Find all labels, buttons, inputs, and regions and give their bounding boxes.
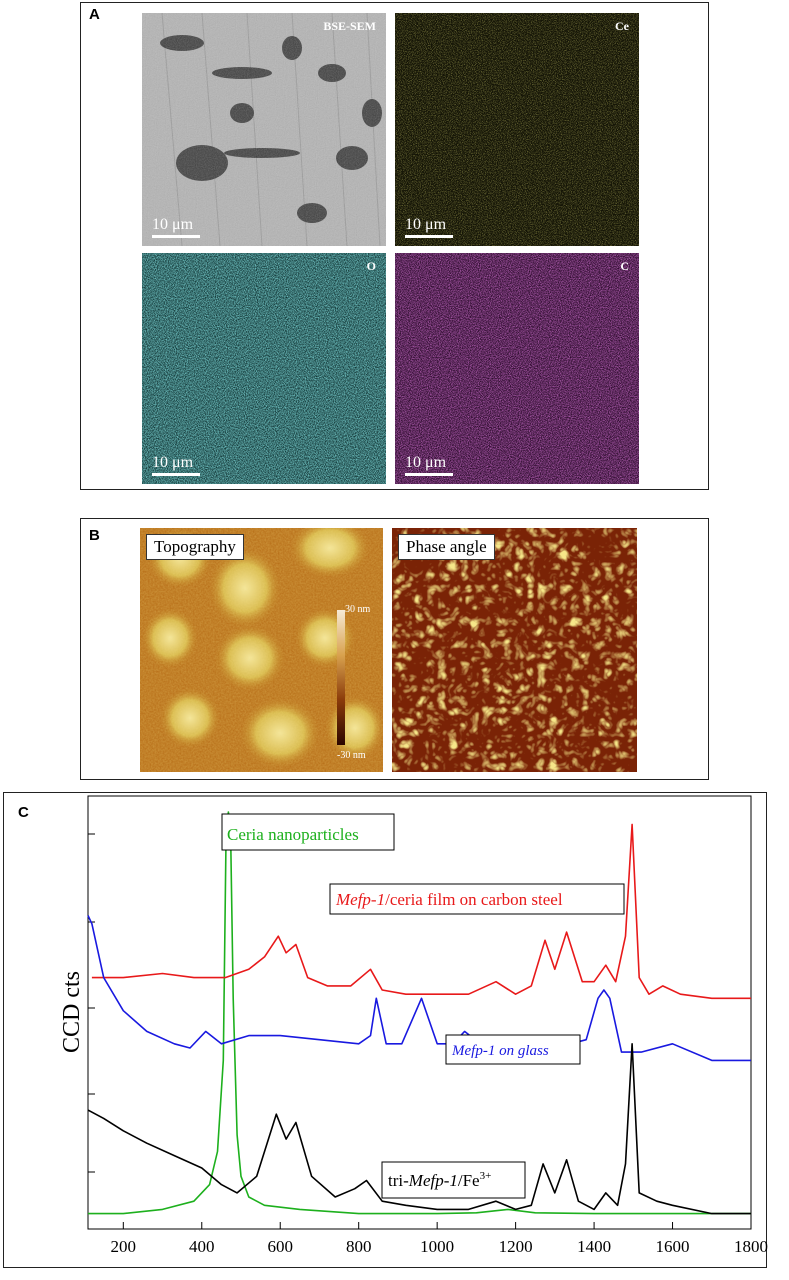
- scale-bar-line: [405, 473, 453, 476]
- ce-map-image: Ce 10 μm: [395, 13, 639, 246]
- ce-scale-bar: 10 μm: [405, 217, 453, 238]
- scale-bar-label: 10 μm: [152, 454, 194, 471]
- scale-bar-label: 10 μm: [152, 216, 194, 233]
- ce-map-texture: [395, 13, 639, 246]
- scale-bar-line: [152, 473, 200, 476]
- colorbar-max-label: 30 nm: [345, 604, 371, 615]
- panel-c: C: [3, 792, 767, 1268]
- height-colorbar: [337, 610, 345, 745]
- c-label: C: [620, 259, 629, 273]
- phase-angle-texture: [392, 528, 637, 772]
- topography-texture: [140, 528, 383, 772]
- bse-sem-image: BSE-SEM 10 μm: [142, 13, 386, 246]
- phase-angle-label: Phase angle: [398, 534, 495, 560]
- panel-a-letter: A: [89, 6, 100, 23]
- scale-bar-line: [405, 235, 453, 238]
- c-map-texture: [395, 253, 639, 484]
- panel-b-letter: B: [89, 527, 100, 544]
- topography-label: Topography: [146, 534, 244, 560]
- scale-bar-line: [152, 235, 200, 238]
- ce-label: Ce: [615, 19, 629, 33]
- panel-a: A B: [80, 2, 709, 490]
- panel-c-letter: C: [18, 804, 29, 821]
- bse-sem-texture: [142, 13, 386, 246]
- o-scale-bar: 10 μm: [152, 455, 200, 476]
- topography-image: Topography 30 nm -30 nm: [140, 528, 383, 772]
- c-map-image: C 10 μm: [395, 253, 639, 484]
- colorbar-min-label: -30 nm: [337, 750, 366, 761]
- o-map-image: O 10 μm: [142, 253, 386, 484]
- phase-angle-image: Phase angle: [392, 528, 637, 772]
- bse-sem-scale-bar: 10 μm: [152, 217, 200, 238]
- o-map-texture: [142, 253, 386, 484]
- scale-bar-label: 10 μm: [405, 216, 447, 233]
- scale-bar-label: 10 μm: [405, 454, 447, 471]
- c-scale-bar: 10 μm: [405, 455, 453, 476]
- bse-sem-label: BSE-SEM: [323, 19, 376, 33]
- panel-b: B: [80, 518, 709, 780]
- o-label: O: [366, 259, 376, 273]
